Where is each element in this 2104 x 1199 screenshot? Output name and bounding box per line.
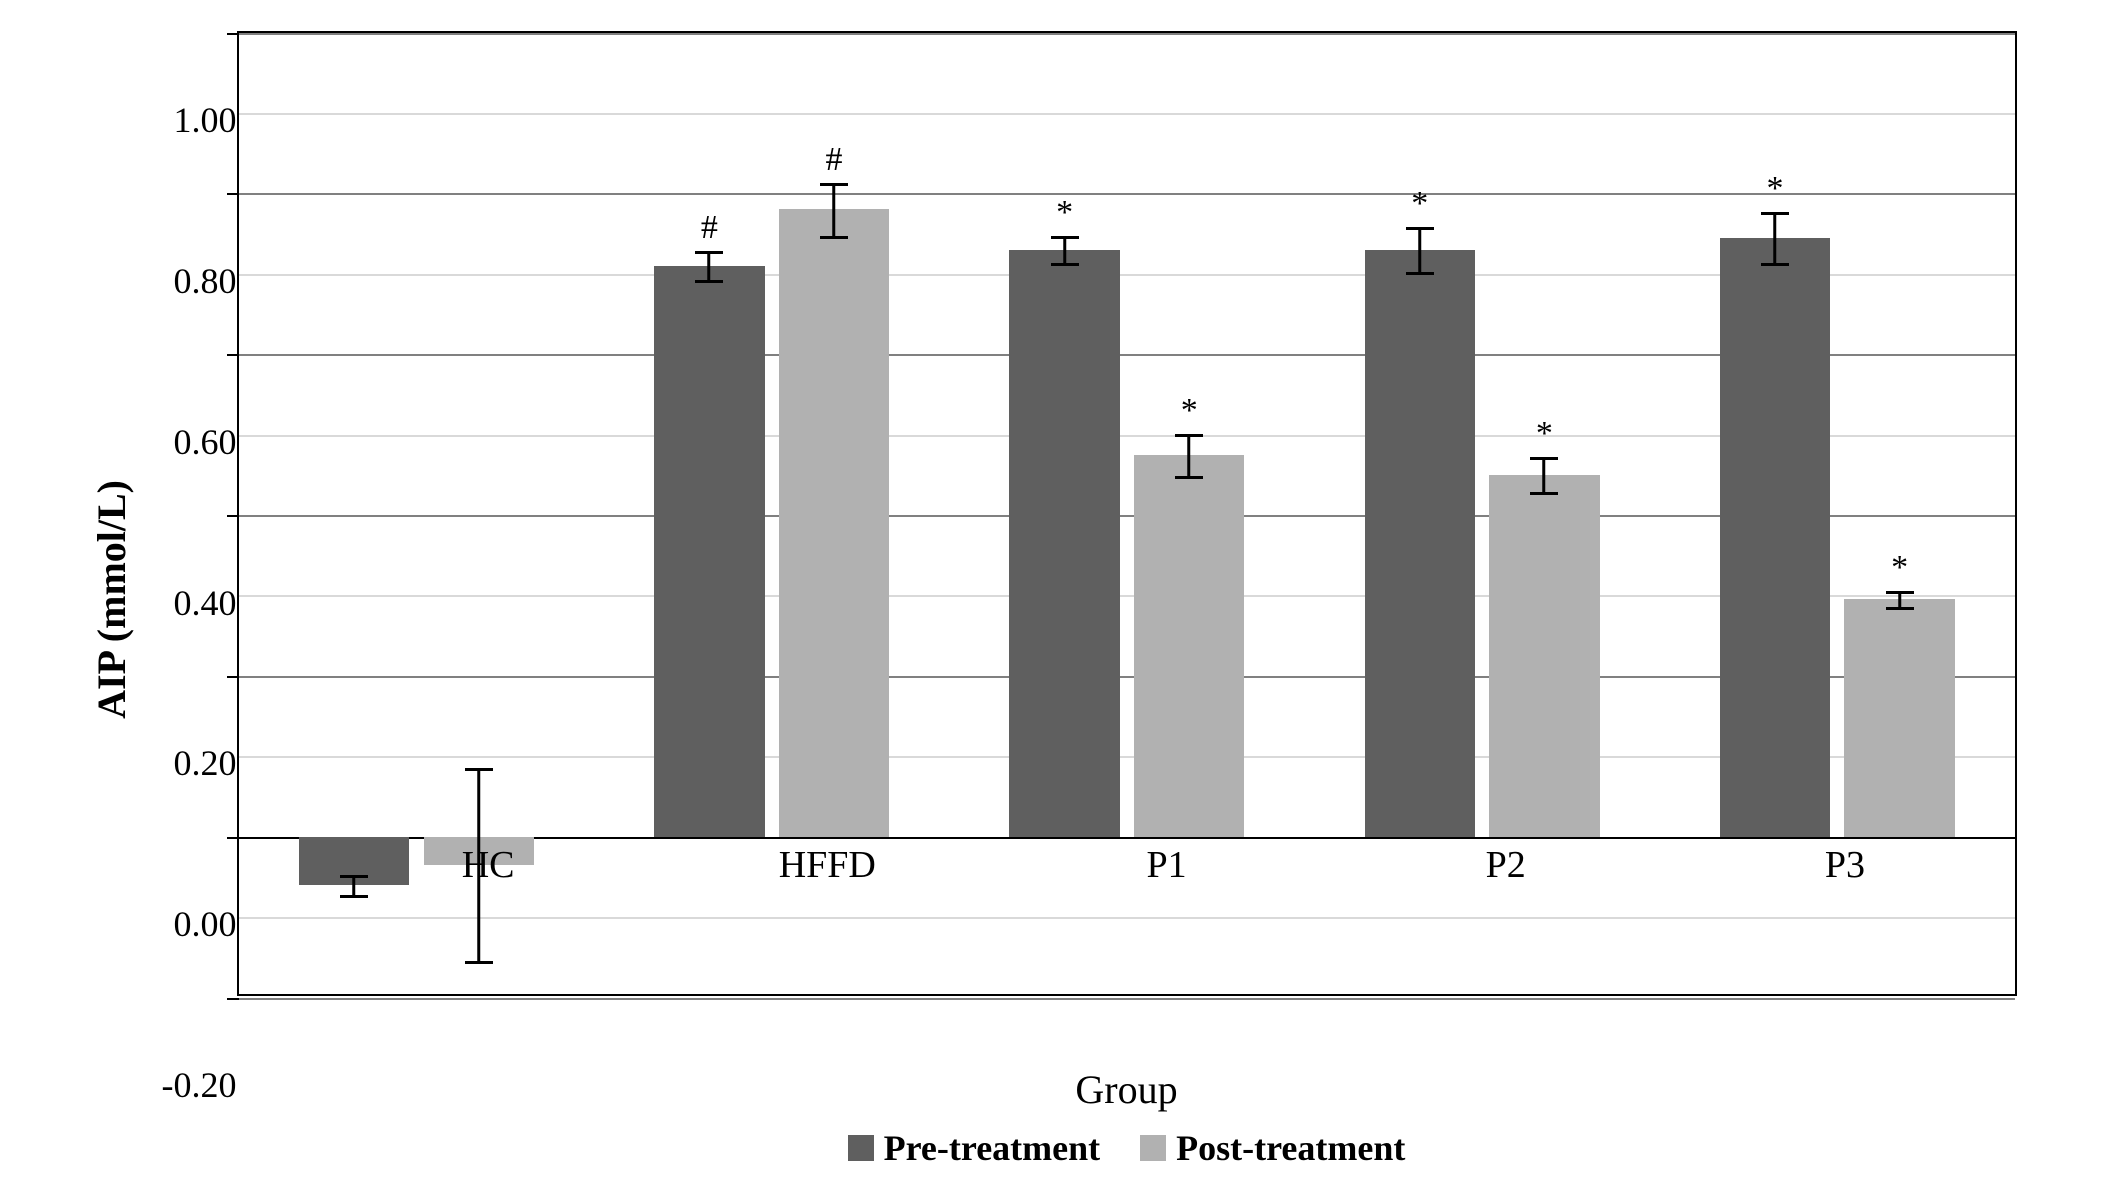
error-bar-cap — [465, 768, 493, 771]
error-bar-cap — [1530, 457, 1558, 460]
error-bar-cap — [1761, 212, 1789, 215]
x-category-label: HC — [239, 843, 658, 887]
y-axis-title: AIP (mmol/L) — [88, 480, 135, 719]
error-bar-cap — [1406, 272, 1434, 275]
error-bar-cap — [465, 961, 493, 964]
error-bar — [1063, 236, 1066, 263]
significance-annotation: * — [1056, 194, 1073, 232]
y-tick-mark — [227, 837, 239, 839]
significance-annotation: * — [1411, 185, 1428, 223]
error-bar — [832, 183, 835, 236]
error-bar-cap — [820, 236, 848, 239]
x-category-label: HFFD — [658, 843, 997, 887]
error-bar-cap — [1886, 591, 1914, 594]
error-bar-cap — [1175, 434, 1203, 437]
significance-annotation: * — [1767, 170, 1784, 208]
significance-annotation: # — [826, 141, 843, 179]
y-tick-mark — [227, 998, 239, 1000]
significance-annotation: # — [701, 209, 718, 247]
bar-pre — [1720, 238, 1830, 837]
y-tick-label: 0.00 — [174, 903, 237, 945]
error-bar-cap — [340, 895, 368, 898]
plot-area: # # * * * * * * HCHFFDP1P2P3 — [237, 31, 2017, 996]
error-bar-cap — [1761, 263, 1789, 266]
error-bar-cap — [1886, 607, 1914, 610]
y-tick-mark — [227, 193, 239, 195]
error-bar-cap — [1051, 263, 1079, 266]
bar-pre — [1365, 250, 1475, 837]
legend-item: Post-treatment — [1140, 1127, 1405, 1169]
plot-column: # # * * * * * * HCHFFDP1P2P3 Group Pre-treatmen… — [237, 31, 2017, 1169]
error-bar-cap — [1051, 236, 1079, 239]
x-category-label: P1 — [997, 843, 1336, 887]
gridline-major — [239, 998, 2015, 1000]
error-bar — [1543, 457, 1546, 492]
x-axis-title: Group — [237, 1066, 2017, 1113]
y-tick-label: 0.40 — [174, 582, 237, 624]
error-bar-cap — [1175, 476, 1203, 479]
error-bar — [1773, 212, 1776, 263]
significance-annotation: * — [1181, 392, 1198, 430]
error-bar-cap — [1406, 227, 1434, 230]
legend-swatch — [1140, 1135, 1166, 1161]
bar-pre — [1009, 250, 1119, 837]
legend-item: Pre-treatment — [848, 1127, 1101, 1169]
bar-post — [779, 209, 889, 836]
bar-post — [1844, 599, 1954, 836]
significance-annotation: * — [1536, 415, 1553, 453]
error-bar — [1187, 434, 1190, 476]
x-category-labels: HCHFFDP1P2P3 — [239, 843, 2015, 887]
y-tick-label: 0.20 — [174, 742, 237, 784]
significance-annotation: * — [1891, 549, 1908, 587]
bar-post — [1134, 455, 1244, 837]
x-category-label: P3 — [1675, 843, 2014, 887]
error-bar-cap — [695, 280, 723, 283]
y-tick-label: 0.80 — [174, 260, 237, 302]
x-category-label: P2 — [1336, 843, 1675, 887]
error-bar — [708, 251, 711, 280]
error-bar-cap — [1530, 492, 1558, 495]
y-tick-mark — [227, 354, 239, 356]
error-bar-cap — [820, 183, 848, 186]
chart-container: AIP (mmol/L) -0.20 0.00 0.20 0.40 0.60 0.80 1.… — [88, 31, 2017, 1169]
y-tick-label: -0.20 — [162, 1064, 237, 1106]
error-bar — [1418, 227, 1421, 272]
y-tick-mark — [227, 515, 239, 517]
legend-label: Pre-treatment — [884, 1127, 1101, 1169]
bar-post — [1489, 475, 1599, 837]
y-tick-label: 0.60 — [174, 421, 237, 463]
chart-body-row: AIP (mmol/L) -0.20 0.00 0.20 0.40 0.60 0.80 1.… — [88, 31, 2017, 1169]
y-axis-tick-labels: -0.200.000.200.400.600.801.00 — [147, 117, 237, 1082]
legend-label: Post-treatment — [1176, 1127, 1405, 1169]
error-bar-cap — [695, 251, 723, 254]
legend-swatch — [848, 1135, 874, 1161]
y-tick-label: 1.00 — [174, 99, 237, 141]
bar-pre — [654, 266, 764, 837]
y-tick-mark — [227, 676, 239, 678]
legend: Pre-treatment Post-treatment — [237, 1127, 2017, 1169]
y-tick-mark — [227, 33, 239, 35]
